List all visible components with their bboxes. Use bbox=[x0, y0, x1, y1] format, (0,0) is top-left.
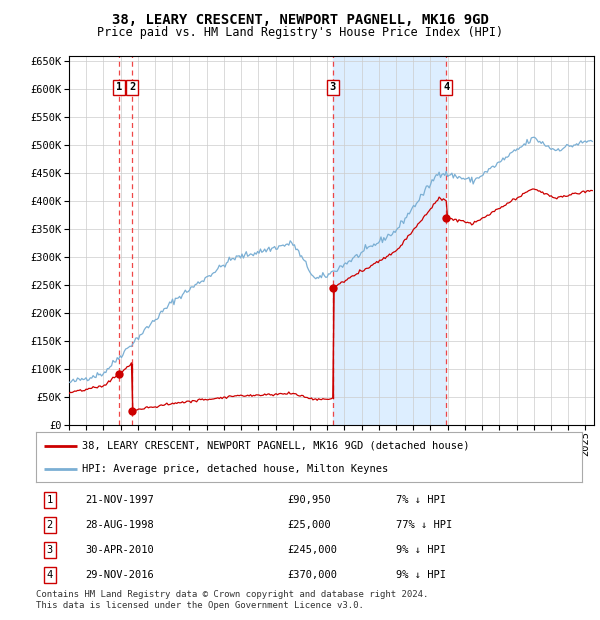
Text: 4: 4 bbox=[47, 570, 53, 580]
Text: 2: 2 bbox=[47, 520, 53, 530]
Text: HPI: Average price, detached house, Milton Keynes: HPI: Average price, detached house, Milt… bbox=[82, 464, 389, 474]
Text: 38, LEARY CRESCENT, NEWPORT PAGNELL, MK16 9GD (detached house): 38, LEARY CRESCENT, NEWPORT PAGNELL, MK1… bbox=[82, 441, 470, 451]
Text: 7% ↓ HPI: 7% ↓ HPI bbox=[397, 495, 446, 505]
Text: 28-AUG-1998: 28-AUG-1998 bbox=[85, 520, 154, 530]
Text: £370,000: £370,000 bbox=[287, 570, 337, 580]
Text: Contains HM Land Registry data © Crown copyright and database right 2024.
This d: Contains HM Land Registry data © Crown c… bbox=[36, 590, 428, 609]
Text: £90,950: £90,950 bbox=[287, 495, 331, 505]
Text: 2: 2 bbox=[129, 82, 135, 92]
Text: £245,000: £245,000 bbox=[287, 545, 337, 556]
Text: 21-NOV-1997: 21-NOV-1997 bbox=[85, 495, 154, 505]
Text: 1: 1 bbox=[47, 495, 53, 505]
Text: Price paid vs. HM Land Registry's House Price Index (HPI): Price paid vs. HM Land Registry's House … bbox=[97, 26, 503, 39]
Text: £25,000: £25,000 bbox=[287, 520, 331, 530]
Text: 9% ↓ HPI: 9% ↓ HPI bbox=[397, 570, 446, 580]
Text: 77% ↓ HPI: 77% ↓ HPI bbox=[397, 520, 452, 530]
Text: 9% ↓ HPI: 9% ↓ HPI bbox=[397, 545, 446, 556]
Bar bbox=[333, 56, 446, 425]
Text: 38, LEARY CRESCENT, NEWPORT PAGNELL, MK16 9GD: 38, LEARY CRESCENT, NEWPORT PAGNELL, MK1… bbox=[112, 13, 488, 27]
Text: 3: 3 bbox=[330, 82, 336, 92]
Text: 1: 1 bbox=[116, 82, 122, 92]
Text: 29-NOV-2016: 29-NOV-2016 bbox=[85, 570, 154, 580]
Text: 30-APR-2010: 30-APR-2010 bbox=[85, 545, 154, 556]
Text: 3: 3 bbox=[47, 545, 53, 556]
Text: 4: 4 bbox=[443, 82, 449, 92]
